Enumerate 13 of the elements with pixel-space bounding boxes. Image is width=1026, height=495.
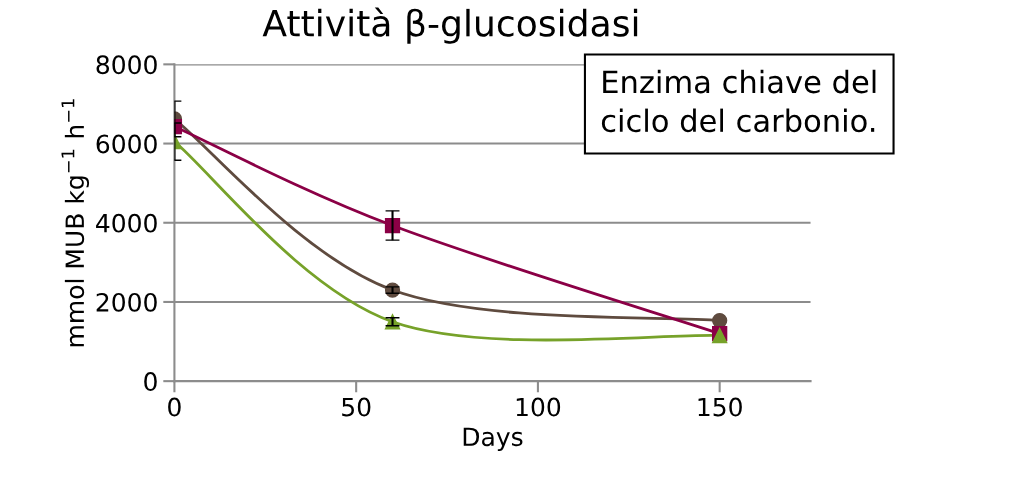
y-tick-label: 0 [144,372,157,391]
y-tick-label: 6000 [96,134,157,154]
y-axis-title: mmol MUB kg$^{−1}$ h$^{−1}$ [61,99,90,347]
x-tick-label: 0 [168,397,181,417]
x-tick-label: 100 [516,397,561,417]
chart-title: Attività β-glucosidasi [262,7,638,44]
x-tick-label: 50 [342,397,371,417]
y-tick-label: 2000 [96,292,157,312]
annotation: Enzima chiave del ciclo del carbonio. [601,69,876,133]
y-tick-label: 4000 [96,213,157,233]
y-tick-label: 8000 [96,55,157,75]
x-tick-label: 150 [698,397,742,417]
x-axis-title: Days [463,427,523,452]
